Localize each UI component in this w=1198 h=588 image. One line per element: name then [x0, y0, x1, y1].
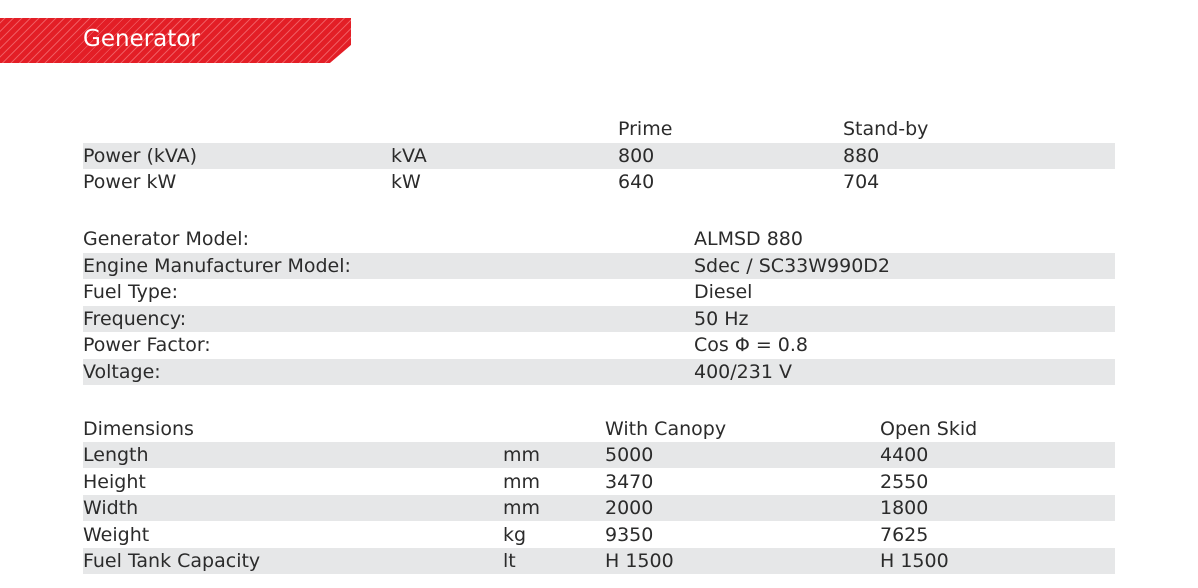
row-skid: 2550 [880, 471, 929, 493]
section-banner: Generator [0, 18, 351, 63]
row-unit: mm [503, 497, 541, 519]
table-row: Power kW kW 640 704 [83, 169, 1115, 195]
row-value: Sdec / SC33W990D2 [694, 255, 891, 277]
row-standby: 880 [843, 145, 880, 167]
row-standby: 704 [843, 171, 880, 193]
row-unit: lt [503, 550, 516, 572]
row-canopy: H 1500 [605, 550, 674, 572]
row-label: Width [83, 497, 139, 519]
row-label: Voltage: [83, 361, 161, 383]
table-row: Width mm 2000 1800 [83, 495, 1115, 521]
table-row: Generator Model: ALMSD 880 [83, 226, 1115, 252]
row-skid: H 1500 [880, 550, 949, 572]
row-skid: 1800 [880, 497, 929, 519]
row-value: Cos Φ = 0.8 [694, 334, 808, 356]
row-label: Power (kVA) [83, 145, 198, 167]
row-unit: kg [503, 524, 527, 546]
table-row: Frequency: 50 Hz [83, 306, 1115, 332]
row-prime: 640 [618, 171, 655, 193]
header-standby: Stand-by [843, 118, 929, 140]
row-prime: 800 [618, 145, 655, 167]
header-prime: Prime [618, 118, 673, 140]
row-canopy: 2000 [605, 497, 654, 519]
row-canopy: 9350 [605, 524, 654, 546]
section-title: Generator [83, 26, 200, 52]
row-value: 400/231 V [694, 361, 792, 383]
row-label: Fuel Tank Capacity [83, 550, 261, 572]
row-skid: 7625 [880, 524, 929, 546]
row-unit: mm [503, 471, 541, 493]
row-label: Height [83, 471, 146, 493]
header-with-canopy: With Canopy [605, 418, 727, 440]
row-value: ALMSD 880 [694, 228, 803, 250]
row-label: Frequency: [83, 308, 187, 330]
row-value: Diesel [694, 281, 753, 303]
table-row: Voltage: 400/231 V [83, 359, 1115, 385]
row-label: Power Factor: [83, 334, 211, 356]
table-row: Weight kg 9350 7625 [83, 522, 1115, 548]
table-row: Fuel Type: Diesel [83, 279, 1115, 305]
row-skid: 4400 [880, 444, 929, 466]
row-unit: kW [391, 171, 421, 193]
table-row: Length mm 5000 4400 [83, 442, 1115, 468]
header-dimensions: Dimensions [83, 418, 194, 440]
row-unit: mm [503, 444, 541, 466]
row-label: Engine Manufacturer Model: [83, 255, 351, 277]
row-unit: kVA [391, 145, 427, 167]
row-label: Length [83, 444, 149, 466]
row-canopy: 3470 [605, 471, 654, 493]
row-label: Power kW [83, 171, 177, 193]
row-label: Fuel Type: [83, 281, 178, 303]
table-row: Fuel Tank Capacity lt H 1500 H 1500 [83, 548, 1115, 574]
header-open-skid: Open Skid [880, 418, 978, 440]
table-row: Engine Manufacturer Model: Sdec / SC33W99… [83, 253, 1115, 279]
power-header-row: Prime Stand-by [83, 116, 1115, 142]
table-row: Height mm 3470 2550 [83, 469, 1115, 495]
table-row: Power (kVA) kVA 800 880 [83, 143, 1115, 169]
row-value: 50 Hz [694, 308, 749, 330]
dimensions-header-row: Dimensions With Canopy Open Skid [83, 416, 1115, 442]
row-canopy: 5000 [605, 444, 654, 466]
row-label: Generator Model: [83, 228, 249, 250]
table-row: Power Factor: Cos Φ = 0.8 [83, 332, 1115, 358]
row-label: Weight [83, 524, 150, 546]
